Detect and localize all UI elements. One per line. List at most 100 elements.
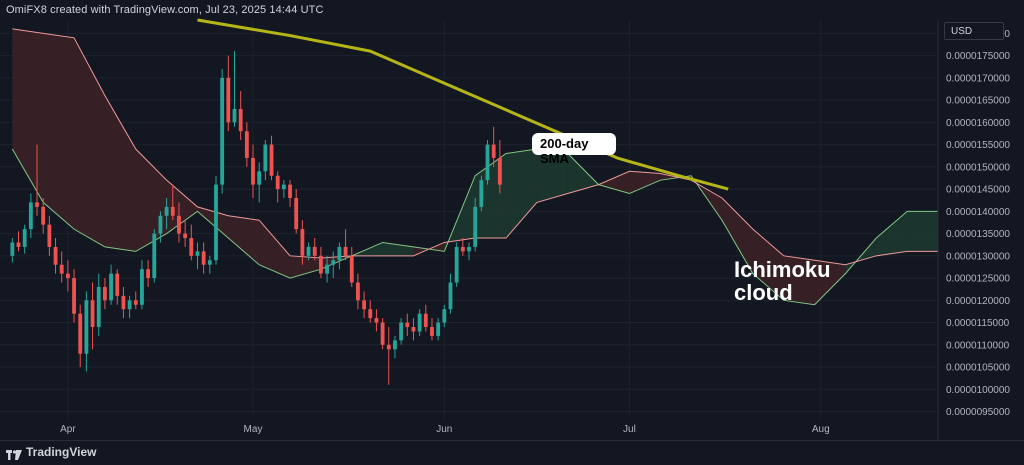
candle-up	[214, 184, 218, 261]
candle-down	[201, 251, 206, 265]
sma-callout: 200-day SMA	[532, 133, 616, 166]
candle-down	[251, 157, 255, 185]
candle-up	[393, 340, 397, 350]
candle-down	[343, 246, 348, 256]
price-tick-label: 0.0000165000	[946, 96, 1010, 107]
cloud-segment	[598, 171, 630, 194]
candle-down	[269, 144, 274, 176]
candle-up	[127, 300, 132, 310]
candle-down	[411, 327, 416, 332]
candle-up	[28, 202, 33, 230]
cloud-segment	[752, 229, 784, 301]
candle-up	[152, 233, 157, 279]
candle-down	[497, 157, 502, 185]
price-tick-label: 0.0000105000	[946, 363, 1010, 374]
price-tick-label: 0.0000155000	[946, 140, 1010, 151]
cloud-segment	[506, 149, 537, 239]
cloud-segment	[629, 171, 661, 194]
cloud-segment	[12, 28, 44, 203]
candle-down	[226, 77, 231, 123]
candle-up	[263, 144, 268, 172]
sma-line	[197, 18, 729, 191]
candle-down	[72, 278, 76, 314]
candle-down	[53, 246, 58, 265]
candle-down	[41, 206, 46, 225]
candle-up	[281, 184, 286, 190]
candle-down	[146, 269, 151, 279]
candle-up	[448, 282, 453, 310]
candle-down	[349, 255, 354, 283]
candle-up	[306, 246, 311, 256]
price-tick-label: 0.0000150000	[946, 162, 1010, 173]
cloud-segment	[567, 153, 599, 194]
tradingview-logo-text: TradingView	[26, 445, 97, 459]
candle-down	[318, 255, 323, 274]
candle-up	[158, 215, 163, 234]
currency-label[interactable]: USD	[944, 22, 1004, 40]
candle-down	[405, 322, 410, 328]
price-tick-label: 0.0000110000	[946, 340, 1010, 351]
candle-down	[121, 295, 126, 310]
candle-up	[442, 309, 447, 323]
price-tick-label: 0.0000130000	[946, 251, 1010, 262]
cloud-segment	[722, 197, 753, 274]
candle-up	[257, 171, 262, 185]
cloud-segment	[536, 149, 568, 203]
candle-up	[232, 108, 237, 123]
candle-down	[275, 175, 280, 190]
cloud-segment	[104, 95, 136, 252]
candle-up	[473, 206, 478, 247]
candle-up	[96, 286, 101, 328]
candle-up	[164, 206, 169, 216]
candle-down	[183, 233, 188, 239]
cloud-segment	[228, 215, 260, 265]
candle-up	[220, 77, 225, 185]
cloud-segment	[814, 260, 846, 305]
candle-down	[133, 300, 138, 305]
senkou-span-a	[11, 148, 938, 306]
price-tick-label: 0.0000145000	[946, 185, 1010, 196]
cloud-segment	[259, 220, 291, 279]
cloud-label: Ichimoku cloud	[734, 257, 831, 305]
price-tick-label: 0.0000120000	[946, 296, 1010, 307]
candle-down	[177, 215, 181, 234]
candle-down	[16, 242, 21, 247]
candle-down	[102, 286, 107, 301]
cloud-segment	[783, 255, 815, 305]
candle-up	[84, 300, 89, 354]
cloud-segment	[907, 211, 938, 252]
candle-up	[109, 273, 113, 301]
candle-up	[454, 246, 459, 283]
ichimoku-cloud	[11, 28, 938, 306]
tradingview-logo[interactable]: TradingView	[6, 445, 97, 460]
candle-down	[380, 322, 385, 345]
price-tick-label: 0.0000095000	[946, 407, 1010, 418]
candle-down	[374, 318, 379, 323]
candle-up	[22, 229, 27, 247]
candle-up	[331, 260, 336, 265]
time-axis: Apr May Jun Jul Aug	[60, 424, 830, 435]
candle-down	[65, 273, 70, 279]
price-tick-label: 0.0000140000	[946, 207, 1010, 218]
price-tick-label: 0.0000100000	[946, 385, 1010, 396]
candle-down	[362, 300, 367, 310]
candle-up	[417, 313, 422, 332]
time-tick-label: Jun	[436, 424, 452, 435]
cloud-segment	[43, 33, 75, 230]
price-tick-label: 0.0000135000	[946, 229, 1010, 240]
price-tick-label: 0.0000115000	[946, 318, 1010, 329]
candle-up	[325, 264, 329, 274]
price-axis: 0.0000095000 0.0000100000 0.0000105000 0.00…	[937, 20, 1010, 440]
candle-up	[140, 269, 144, 305]
price-tick-label: 0.0000125000	[946, 274, 1010, 285]
time-tick-label: May	[244, 424, 263, 435]
candle-down	[294, 197, 299, 230]
candle-down	[244, 131, 249, 158]
candle-up	[195, 251, 200, 256]
tradingview-logo-icon	[6, 447, 22, 460]
candle-down	[78, 313, 83, 354]
price-chart[interactable]: 0.0000095000 0.0000100000 0.0000105000 0.00…	[0, 0, 1024, 440]
candle-down	[312, 246, 317, 256]
candle-up	[10, 242, 15, 256]
candle-down	[238, 108, 243, 132]
